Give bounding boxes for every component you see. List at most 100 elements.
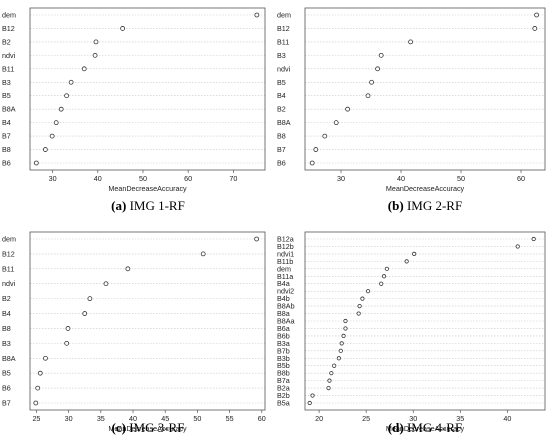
category-label: B11b [277,257,293,266]
category-label: dem [277,264,291,273]
data-point [254,12,260,18]
x-tick-label: 60 [184,174,192,183]
category-label: B8A [2,354,16,363]
data-point [64,340,70,346]
data-point [35,385,41,391]
x-tick-label: 25 [32,414,40,423]
x-tick-label: 50 [193,414,201,423]
x-tick-label: 50 [139,174,147,183]
data-point [33,400,39,406]
panel-caption: (c) IMG 3-RF [112,420,185,435]
x-tick-label: 25 [362,414,370,423]
data-point [534,12,539,18]
data-point [313,147,319,152]
data-point [87,296,93,302]
caption-letter: (d) [388,420,404,435]
category-label: B2b [277,391,290,400]
x-axis-label: MeanDecreaseAccuracy [386,184,465,193]
category-label: B5a [277,399,290,408]
caption-letter: (b) [388,198,404,213]
category-label: dem [2,235,16,244]
category-label: B11 [2,264,14,273]
panel-c: dem B12 B11 ndvi B2 B4 B8 B3 B8A B5 B6 B7 25 30 35 40 45… [2,231,266,435]
data-point [379,281,384,286]
category-label: B4a [277,279,290,288]
data-point [412,251,417,257]
data-point [357,303,362,309]
x-tick-label: 40 [129,414,137,423]
data-point [369,79,375,85]
panel-a: dem B12 B2 ndvi B11 B3 B5 B8A B4 B7 B8 B6 30 40 50 60 70… [2,7,266,213]
category-label: B2 [2,37,11,46]
data-point [515,244,520,249]
data-point [33,160,39,166]
panel-caption: (a) IMG 1-RF [111,198,185,213]
x-tick-label: 30 [409,414,417,423]
category-label: B8b [277,369,290,378]
category-label: ndvi2 [277,287,294,296]
category-label: B8Aa [277,317,295,326]
plot-frame [29,231,266,411]
data-point [408,39,414,45]
data-point [332,363,337,368]
category-label: B11 [277,37,289,46]
category-label: B2 [2,294,11,303]
data-point [343,318,348,324]
plot-frame [29,7,266,171]
x-tick-label: 40 [503,414,511,423]
data-point [93,39,99,45]
data-point [43,355,48,361]
x-tick-label: 35 [456,414,464,423]
data-point [200,251,206,257]
x-tick-label: 50 [457,174,465,183]
category-label: ndvi [2,279,16,288]
data-point [125,266,131,272]
data-point [37,370,43,376]
category-label: ndvi1 [277,249,294,258]
x-tick-label: 30 [49,174,57,183]
x-tick-label: 30 [65,414,73,423]
x-tick-label: 60 [258,414,266,423]
category-label: B8Ab [277,302,295,311]
category-label: B3b [277,354,290,363]
x-axis-label: MeanDecreaseAccuracy [108,424,187,433]
data-point [345,106,351,112]
category-label: B8A [2,105,16,114]
category-label: B5 [2,91,11,100]
data-point [103,281,109,287]
data-point [365,93,371,99]
category-label: B6 [2,159,11,168]
category-label: B5 [2,369,11,378]
plot-frame [304,7,546,171]
data-point [384,266,389,271]
data-point [531,236,536,242]
data-point [360,296,365,301]
category-label: B8 [2,324,11,333]
data-point [307,400,312,406]
data-point [92,52,98,58]
category-label: B6 [277,159,286,168]
data-point [49,133,55,139]
category-label: dem [2,11,16,20]
x-tick-label: 40 [397,174,405,183]
data-point [356,311,361,316]
data-point [365,289,371,294]
category-label: B4 [2,309,11,318]
caption-text: IMG 3-RF [126,420,185,435]
x-tick-label: 35 [97,414,105,423]
data-point [378,52,384,58]
data-point [64,93,70,99]
category-label: B3 [2,78,11,87]
data-point [309,160,315,166]
category-label: B7a [277,376,290,385]
x-axis-label: MeanDecreaseAccuracy [108,184,187,193]
data-point [329,371,334,376]
data-point [338,348,343,353]
data-point [254,236,260,242]
data-point [327,378,332,383]
data-point [68,79,74,85]
data-point [310,393,315,398]
data-point [82,311,88,316]
data-point [341,333,346,339]
data-point [42,147,48,152]
